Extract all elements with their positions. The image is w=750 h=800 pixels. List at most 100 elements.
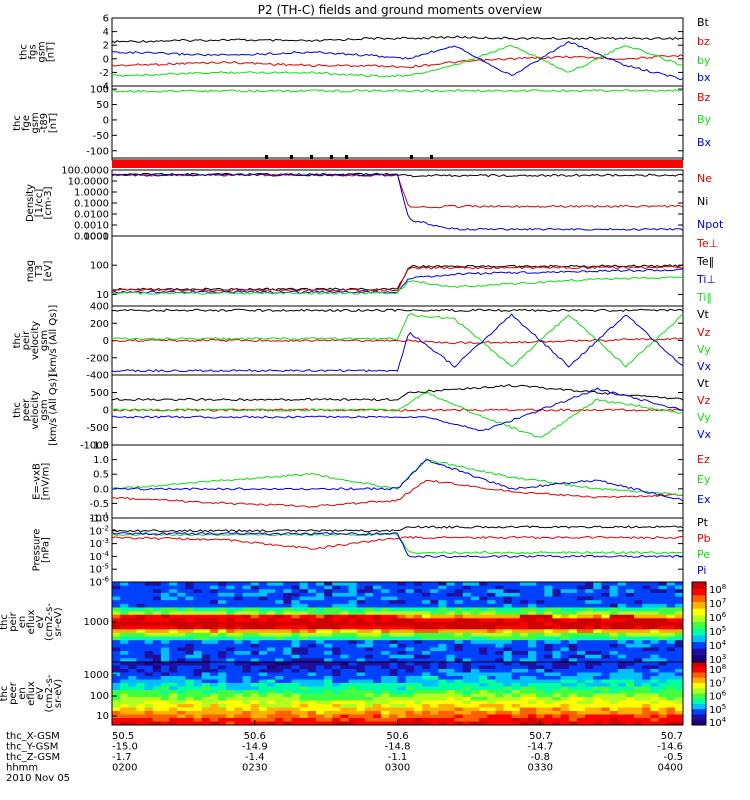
spectrogram-cell	[560, 662, 570, 666]
spectrogram-cell	[585, 679, 594, 684]
spectrogram-cell	[593, 618, 602, 623]
spectrogram-cell	[209, 592, 219, 597]
spectrogram-cell	[144, 654, 154, 659]
spectrogram-cell	[177, 721, 186, 726]
spectrogram-cell	[560, 711, 570, 715]
spectrogram-cell	[528, 672, 537, 677]
spectrogram-cell	[438, 714, 447, 719]
spectrogram-cell	[291, 690, 301, 694]
colorbar-step	[692, 667, 706, 671]
spectrogram-cell	[169, 679, 178, 684]
spectrogram-cell	[470, 704, 480, 708]
spectrogram-cell	[634, 665, 643, 670]
spectrogram-cell	[454, 600, 464, 605]
spectrogram-cell	[209, 669, 219, 673]
spectrogram-cell	[152, 718, 162, 722]
spectrogram-cell	[666, 714, 676, 719]
spectrogram-cell	[625, 611, 635, 616]
spectrogram-cell	[234, 700, 243, 705]
spectrogram-cell	[299, 611, 309, 616]
spectrogram-cell	[389, 629, 398, 634]
spectrogram-cell	[332, 629, 341, 634]
spectrogram-cell	[144, 707, 154, 712]
spectrogram-cell	[250, 686, 260, 691]
spectrogram-cell	[552, 707, 562, 712]
spectrogram-cell	[177, 622, 186, 627]
spectrogram-cell	[405, 690, 415, 694]
spectrogram-cell	[250, 636, 260, 641]
spectrogram-cell	[601, 600, 610, 605]
spectrogram-cell	[275, 603, 284, 608]
spectrogram-cell	[120, 611, 129, 616]
spectrogram-cell	[234, 603, 243, 608]
spectrogram-cell	[528, 676, 537, 680]
panels: thcfgsgsm[nT]6420-2-4Btbzbybxthcfgegsm-t…	[0, 14, 727, 730]
spectrogram-cell	[454, 679, 464, 684]
spectrogram-cell	[250, 618, 260, 623]
spectrogram-cell	[201, 718, 211, 722]
spectrogram-cell	[120, 647, 129, 652]
spectrogram-cell	[430, 665, 439, 670]
spectrogram-cell	[283, 643, 292, 648]
status-tick	[290, 155, 293, 159]
spectrogram-cell	[389, 614, 398, 619]
spectrogram-cell	[568, 600, 578, 605]
spectrogram-cell	[397, 679, 407, 684]
spectrogram-cell	[209, 679, 219, 684]
spectrogram-cell	[209, 582, 219, 587]
spectrogram-cell	[658, 662, 668, 666]
spectrogram-cell	[666, 625, 676, 630]
spectrogram-cell	[421, 603, 431, 608]
spectrogram-cell	[585, 647, 594, 652]
spectrogram-cell	[552, 643, 562, 648]
spectrogram-cell	[552, 697, 562, 701]
spectrogram-cell	[364, 704, 374, 708]
spectrogram-cell	[413, 651, 423, 656]
spectrogram-cell	[218, 643, 227, 648]
spectrogram-cell	[585, 697, 594, 701]
spectrogram-cell	[250, 582, 260, 587]
spectrogram-cell	[479, 582, 488, 587]
spectrogram-cell	[519, 582, 529, 587]
spectrogram-cell	[315, 672, 325, 677]
spectrogram-cell	[666, 665, 676, 670]
spectrogram-cell	[634, 611, 643, 616]
spectrogram-cell	[128, 700, 137, 705]
spectrogram-cell	[413, 629, 423, 634]
spectrogram-cell	[128, 697, 137, 701]
spectrogram-cell	[462, 589, 472, 594]
spectrogram-cell	[405, 629, 415, 634]
spectrogram-cell	[560, 592, 570, 597]
spectrogram-cell	[152, 647, 162, 652]
spectrogram-cell	[593, 658, 602, 663]
spectrogram-cell	[250, 718, 260, 722]
spectrogram-cell	[519, 704, 529, 708]
spectrogram-cell	[332, 640, 341, 645]
status-bar	[112, 155, 683, 168]
spectrogram-cell	[185, 676, 194, 680]
y-tick-label: 2	[103, 41, 109, 52]
colorbar-step	[692, 709, 706, 713]
spectrogram-cell	[650, 629, 659, 634]
spectrogram-cell	[593, 700, 602, 705]
spectrogram-cell	[552, 665, 562, 670]
spectrogram-cell	[332, 614, 341, 619]
status-tick	[310, 155, 313, 159]
spectrogram-cell	[642, 665, 651, 670]
spectrogram-cell	[617, 714, 627, 719]
spectrogram-cell	[283, 697, 292, 701]
colorbar-step	[692, 602, 706, 606]
spectrogram-cell	[585, 700, 594, 705]
spectrogram-cell	[136, 625, 146, 630]
spectrogram-cell	[120, 592, 129, 597]
spectrogram-cell	[193, 647, 203, 652]
spectrogram-cell	[242, 683, 252, 687]
spectrogram-cell	[250, 658, 260, 663]
spectrogram-cell	[470, 600, 480, 605]
spectrogram-cell	[242, 669, 252, 673]
spectrogram-cell	[674, 714, 684, 719]
spectrogram-cell	[552, 721, 562, 726]
spectrogram-cell	[348, 704, 358, 708]
spectrogram-cell	[397, 636, 407, 641]
footer-value: 0330	[528, 763, 553, 774]
